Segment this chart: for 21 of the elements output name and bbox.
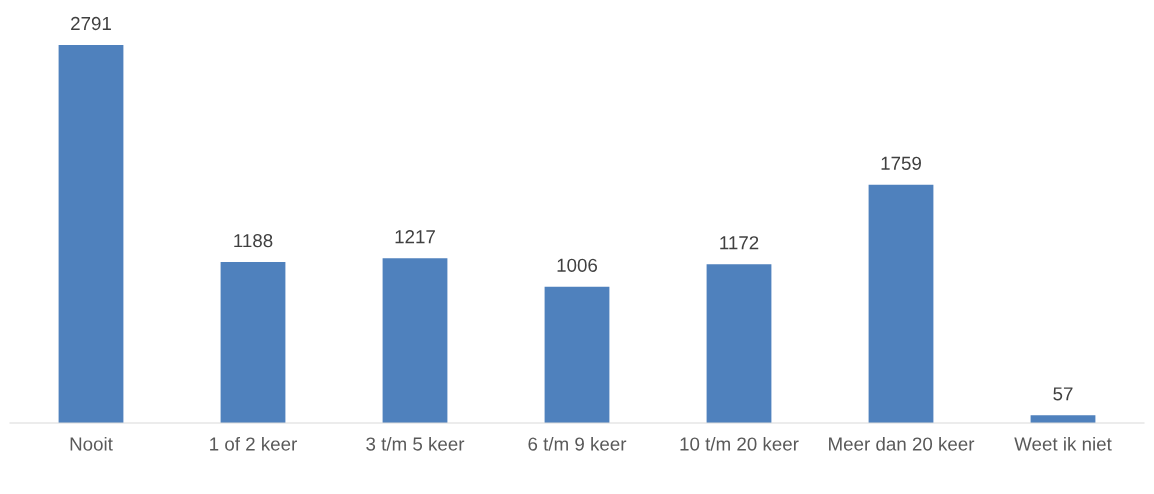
x-tick-label: Meer dan 20 keer [829, 436, 975, 451]
bar [544, 286, 610, 423]
bar [1030, 415, 1096, 423]
data-label: 1188 [234, 233, 273, 248]
bar [868, 184, 934, 423]
bar [706, 264, 772, 423]
data-label: 2791 [71, 16, 111, 31]
bar [382, 258, 448, 423]
x-tick-label: 10 t/m 20 keer [680, 436, 799, 451]
data-label: 1217 [395, 230, 435, 244]
bar [220, 262, 286, 423]
data-label: 1759 [881, 156, 921, 170]
data-label: 1006 [557, 258, 598, 272]
x-tick-label: Nooit [70, 436, 113, 451]
bar [58, 44, 124, 423]
x-tick-label: 6 t/m 9 keer [528, 436, 627, 451]
data-label: 1172 [720, 236, 759, 250]
x-tick-label: Weet ik niet [1014, 436, 1112, 451]
data-label: 57 [1053, 387, 1073, 401]
x-tick-label: 3 t/m 5 keer [366, 436, 465, 451]
x-tick-label: 1 of 2 keer [210, 436, 297, 451]
